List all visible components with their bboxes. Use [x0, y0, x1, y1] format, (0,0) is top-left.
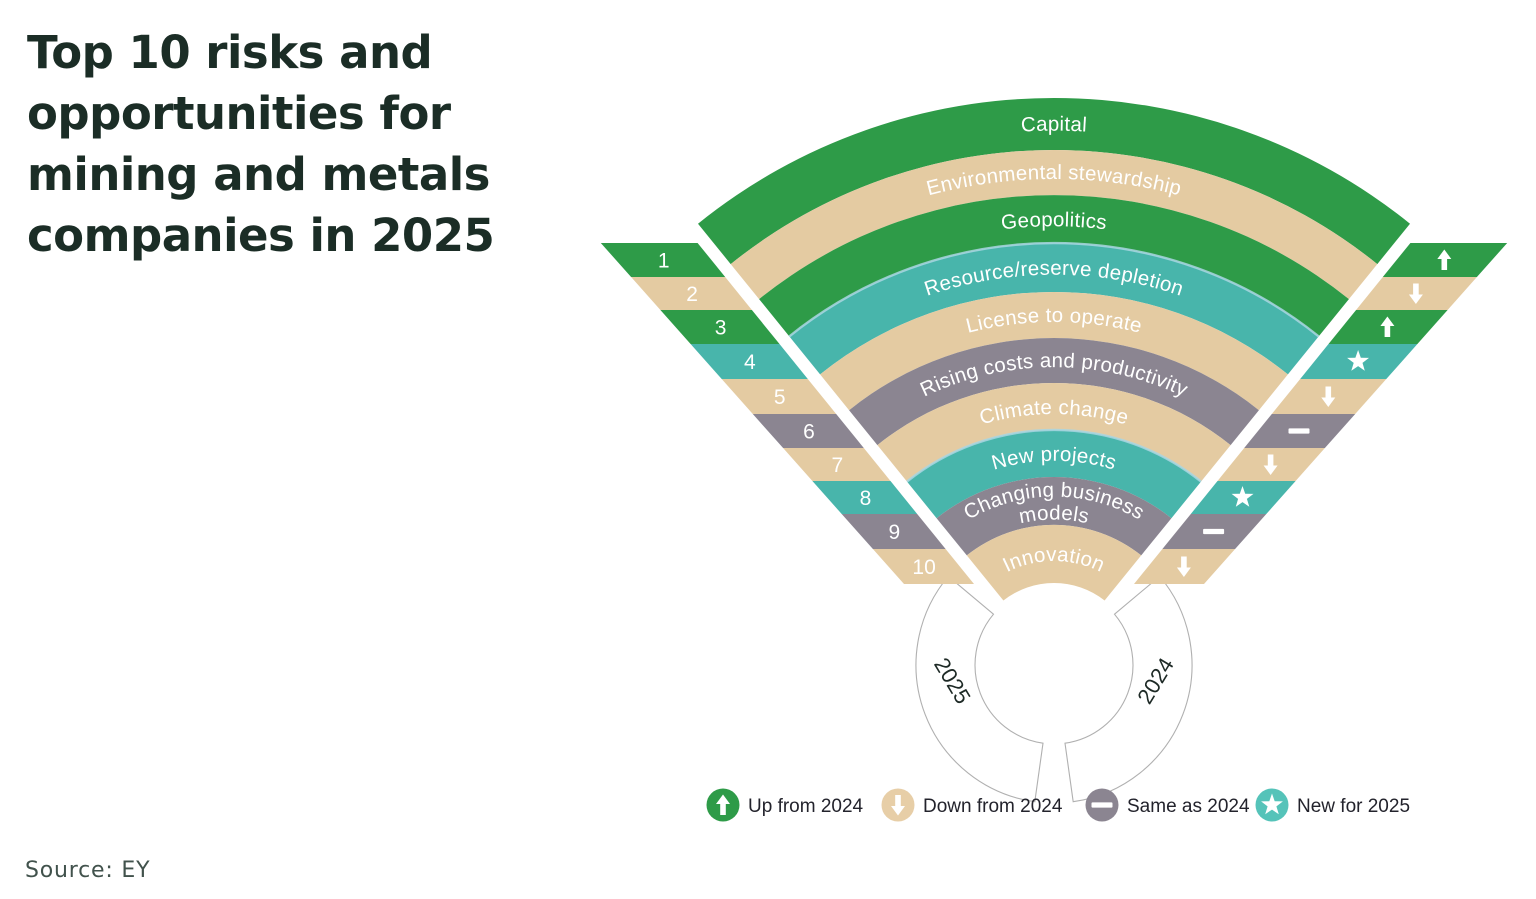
band-arc-new-projects — [907, 429, 1201, 519]
legend-down-arrow-icon — [891, 795, 905, 816]
legend-label: Up from 2024 — [748, 796, 864, 817]
page-title: Top 10 risks and opportunities for minin… — [27, 26, 495, 262]
legend-label: New for 2025 — [1297, 796, 1410, 817]
band-label-changing-business-models-line2: models — [1017, 501, 1091, 528]
rank-number-2: 2 — [686, 283, 698, 306]
change-icon-down-2 — [1408, 283, 1423, 304]
legend-item-up-from-2024: Up from 2024 — [706, 788, 864, 822]
ring-2024 — [1064, 575, 1193, 803]
rank-number-5: 5 — [774, 386, 786, 409]
legend-up-arrow-icon — [716, 794, 730, 815]
rank-cell-5 — [721, 379, 837, 414]
rank-number-7: 7 — [832, 454, 844, 477]
rank-number-1: 1 — [658, 250, 670, 273]
band-arc-resource-reserve-depletion — [789, 243, 1319, 375]
rank-number-8: 8 — [860, 487, 872, 510]
rank-cell-6 — [752, 414, 864, 448]
change-icon-down-5 — [1321, 386, 1336, 407]
ring-2025 — [915, 575, 1044, 803]
legend-dash-icon — [1091, 802, 1113, 808]
band-arc-environmental-stewardship — [730, 149, 1378, 300]
legend-item-same-as-2024: Same as 2024 — [1085, 788, 1250, 822]
rank-cell-9 — [841, 514, 946, 549]
rank-cell-3 — [660, 310, 780, 344]
legend-label: Same as 2024 — [1127, 796, 1250, 817]
legend-item-down-from-2024: Down from 2024 — [881, 788, 1063, 822]
rank-number-10: 10 — [912, 556, 935, 579]
rank-number-6: 6 — [803, 421, 815, 444]
band-arc-changing-business-models — [936, 477, 1172, 556]
legend-item-new-for-2025: New for 2025 — [1255, 788, 1410, 822]
rank-number-3: 3 — [715, 317, 727, 340]
band-arc-innovation — [966, 524, 1142, 601]
rank-number-4: 4 — [744, 351, 756, 374]
rank-cell-10 — [872, 549, 974, 584]
source-note: Source: EY — [25, 858, 151, 883]
band-arc-capital — [698, 98, 1410, 265]
change-icon-up-1 — [1437, 249, 1452, 270]
band-arc-climate-change — [877, 382, 1231, 482]
rank-cell-1 — [600, 243, 726, 277]
rank-cell-2 — [631, 277, 752, 310]
change-icon-dash-9 — [1203, 528, 1225, 535]
rank-cell-7 — [783, 448, 891, 481]
legend-label: Down from 2024 — [923, 796, 1063, 817]
band-highlight-new-projects — [906, 428, 1202, 483]
legend-star-icon — [1261, 793, 1283, 815]
change-icon-dash-6 — [1288, 428, 1310, 434]
change-icon-up-3 — [1380, 316, 1395, 337]
change-icon-star-8 — [1231, 486, 1254, 507]
band-label-capital: Capital — [1020, 113, 1087, 137]
rank-cell-8 — [812, 481, 918, 514]
change-icon-star-4 — [1347, 350, 1369, 371]
change-icon-down-10 — [1176, 556, 1191, 577]
change-icon-down-7 — [1263, 454, 1278, 475]
band-arc-geopolitics — [759, 195, 1349, 337]
band-arc-rising-costs-and-productivity — [849, 338, 1259, 446]
band-highlight-resource-reserve-depletion — [788, 241, 1320, 338]
band-arc-license-to-operate — [820, 291, 1288, 411]
rank-cell-4 — [690, 344, 808, 379]
rank-number-9: 9 — [889, 521, 901, 544]
band-label-geopolitics: Geopolitics — [1000, 208, 1108, 234]
